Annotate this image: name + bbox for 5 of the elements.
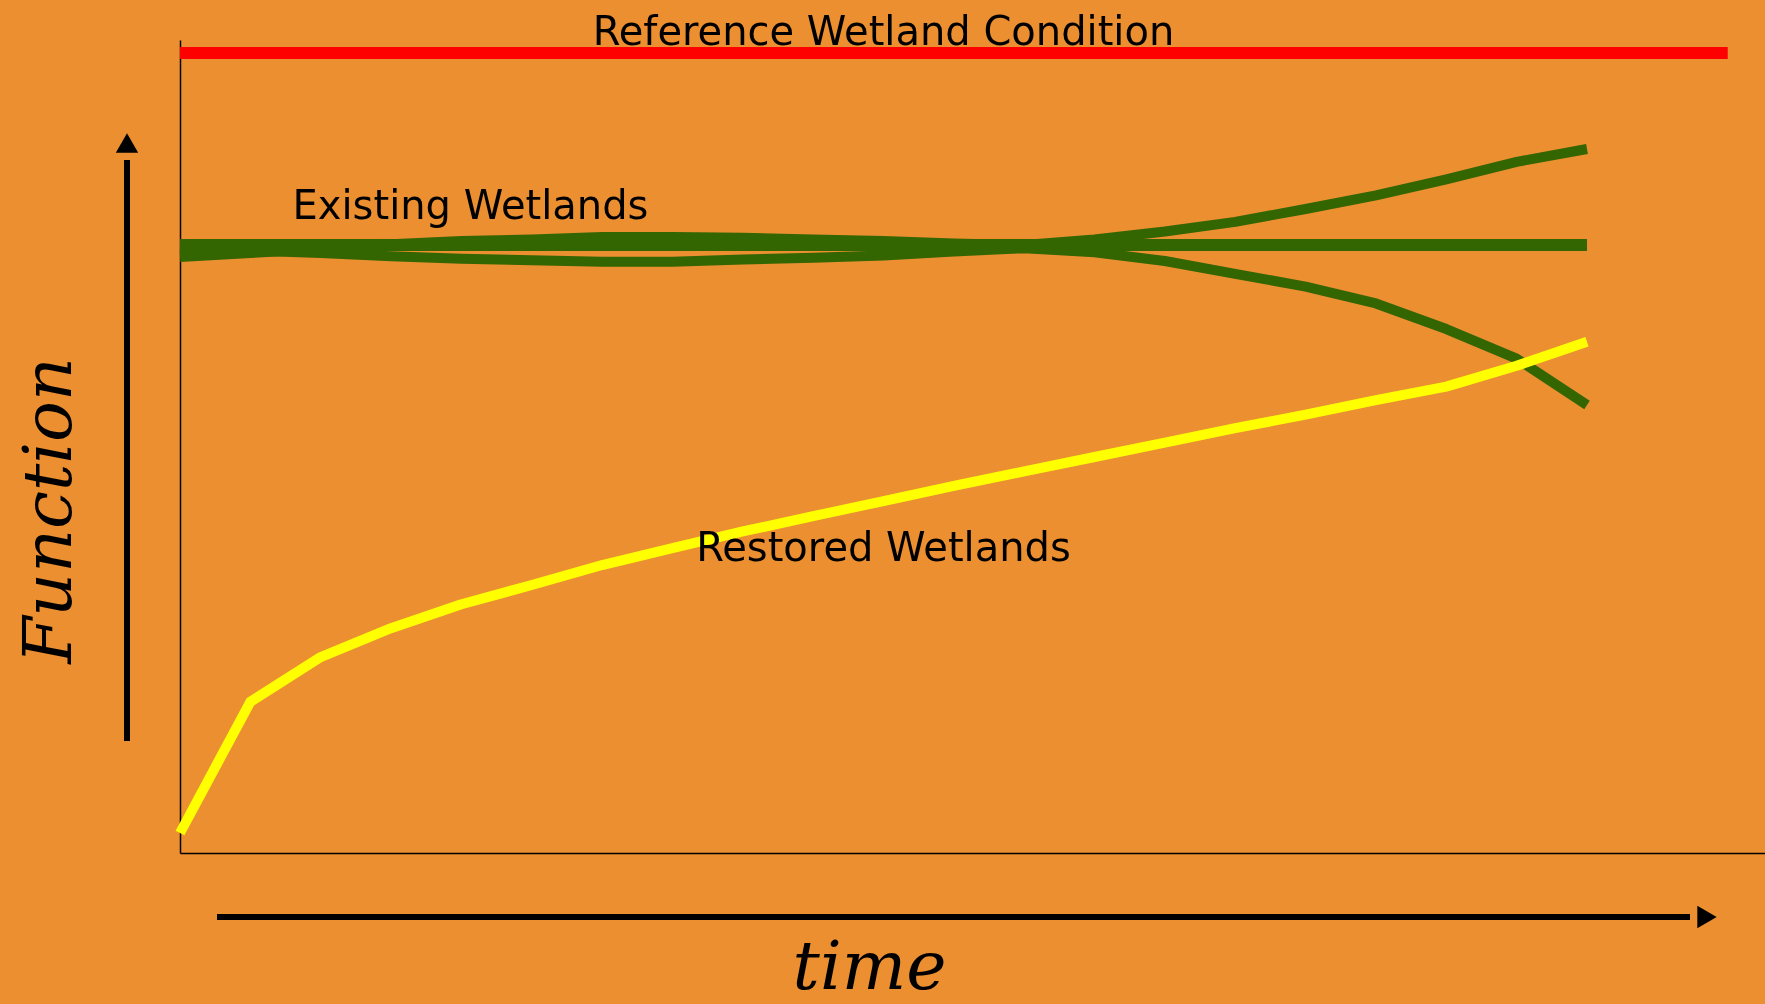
x-axis-title: time	[792, 925, 947, 1004]
series-label: Reference Wetland Condition	[592, 8, 1175, 55]
series-label: Existing Wetlands	[292, 182, 649, 229]
y-axis-title: Function	[7, 357, 87, 666]
series-label: Restored Wetlands	[696, 524, 1071, 571]
